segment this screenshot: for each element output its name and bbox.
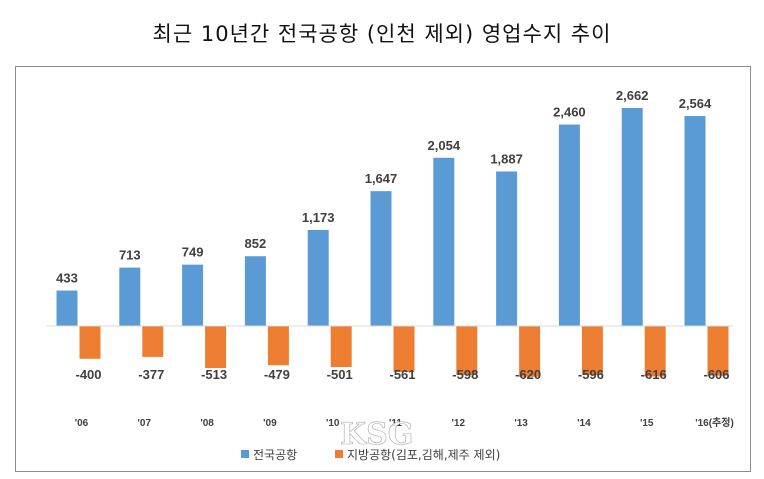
label-regional-9: -616 xyxy=(641,367,667,382)
label-regional-5: -561 xyxy=(389,367,415,382)
bar-national-7 xyxy=(496,171,518,326)
bar-regional-6 xyxy=(456,326,478,375)
x-tick-0: '06 xyxy=(75,418,89,429)
watermark-text: KSG xyxy=(340,417,413,452)
x-tick-9: '15 xyxy=(640,418,654,429)
bar-national-6 xyxy=(433,157,455,326)
label-regional-7: -620 xyxy=(515,367,541,382)
bar-national-8 xyxy=(558,124,580,326)
label-regional-3: -479 xyxy=(264,367,290,382)
bar-regional-4 xyxy=(330,326,352,368)
label-national-1: 713 xyxy=(119,248,141,263)
label-national-3: 852 xyxy=(245,236,267,251)
x-tick-3: '09 xyxy=(263,418,277,429)
bar-national-9 xyxy=(621,108,643,326)
label-regional-1: -377 xyxy=(138,367,164,382)
bar-regional-2 xyxy=(205,326,227,369)
legend-label-0: 전국공항 xyxy=(253,448,297,462)
bar-national-4 xyxy=(307,229,329,326)
bar-national-5 xyxy=(370,191,392,326)
label-national-6: 2,054 xyxy=(428,138,461,153)
x-ticks-layer: '06 '07 '08 '09 '10 '11 '12 '13 '14 '15 '16(추정) xyxy=(75,416,734,429)
x-tick-4: '10 xyxy=(326,418,340,429)
bar-national-10 xyxy=(684,116,706,326)
label-national-9: 2,662 xyxy=(616,88,649,103)
x-tick-6: '12 xyxy=(452,418,466,429)
bar-regional-0 xyxy=(79,326,101,359)
label-regional-10: -606 xyxy=(703,367,729,382)
label-national-7: 1,887 xyxy=(490,151,523,166)
label-national-5: 1,647 xyxy=(365,171,398,186)
bar-regional-8 xyxy=(581,326,603,375)
bar-regional-10 xyxy=(707,326,729,376)
bar-regional-3 xyxy=(267,326,289,366)
bar-national-1 xyxy=(119,267,141,326)
label-regional-8: -596 xyxy=(578,367,604,382)
bar-regional-7 xyxy=(519,326,541,377)
x-tick-1: '07 xyxy=(138,418,152,429)
label-regional-6: -598 xyxy=(452,367,478,382)
legend-swatch-0 xyxy=(241,450,249,458)
label-national-0: 433 xyxy=(56,271,78,286)
labels-layer: 433 -400 713 -377 749 -513 852 -479 1,173 -501 1,6… xyxy=(56,88,729,382)
label-national-4: 1,173 xyxy=(302,210,335,225)
label-national-8: 2,460 xyxy=(553,105,586,120)
bar-regional-1 xyxy=(142,326,164,357)
x-tick-10: '16(추정) xyxy=(695,416,734,429)
chart-frame xyxy=(15,66,751,472)
x-tick-2: '08 xyxy=(200,418,214,429)
label-regional-2: -513 xyxy=(201,367,227,382)
x-tick-7: '13 xyxy=(514,418,528,429)
x-tick-8: '14 xyxy=(577,418,591,429)
x-tick-5: '11 xyxy=(389,418,402,429)
bar-regional-5 xyxy=(393,326,415,372)
bar-national-0 xyxy=(56,290,78,326)
bar-regional-9 xyxy=(644,326,666,377)
legend-label-1: 지방공항(김포,김해,제주 제외) xyxy=(347,448,500,462)
bar-national-2 xyxy=(182,264,204,326)
label-national-2: 749 xyxy=(182,245,204,260)
label-national-10: 2,564 xyxy=(679,96,712,111)
legend: 전국공항 지방공항(김포,김해,제주 제외) xyxy=(241,448,500,462)
label-regional-0: -400 xyxy=(75,367,101,382)
label-regional-4: -501 xyxy=(327,367,353,382)
legend-swatch-1 xyxy=(335,450,343,458)
bars-layer xyxy=(56,108,729,377)
chart-title: 최근 10년간 전국공항 (인천 제외) 영업수지 추이 xyxy=(152,22,612,46)
bar-national-3 xyxy=(244,256,266,326)
